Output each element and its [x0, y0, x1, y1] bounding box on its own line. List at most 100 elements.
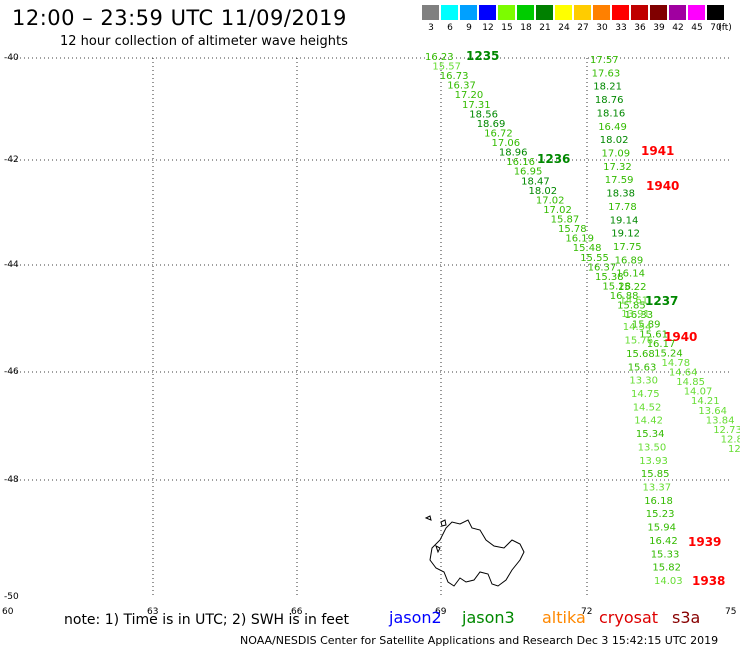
- satellite-cryosat: cryosat: [599, 608, 659, 627]
- wave-height-value: 15.78: [558, 224, 587, 235]
- wave-height-value: 13.37: [643, 483, 672, 494]
- wave-height-value: 17.09: [602, 149, 631, 160]
- wave-height-value: 12.8: [721, 434, 740, 445]
- legend-swatch-21: [536, 5, 553, 20]
- wave-height-value: 13.91: [621, 309, 650, 320]
- wave-height-value: 18.69: [477, 119, 506, 130]
- legend-swatch-6: [441, 5, 458, 20]
- island-shape: [424, 515, 525, 587]
- lon-tick-label: 72: [581, 607, 592, 617]
- legend-label-27: 27: [577, 23, 589, 33]
- altimeter-tracks: 16.2315.5716.7316.3717.2017.3118.5618.69…: [425, 49, 740, 588]
- wave-height-value: 17.75: [613, 242, 642, 253]
- legend-label-36: 36: [634, 23, 646, 33]
- wave-height-value: 17.06: [492, 138, 521, 149]
- wave-height-value: 14.75: [631, 389, 660, 400]
- wave-height-value: 13.64: [698, 406, 727, 417]
- wave-height-value: 16.37: [447, 81, 476, 92]
- legend-swatch-70: [707, 5, 724, 20]
- wave-height-value: 13.30: [629, 376, 658, 387]
- pass-time-label: 1939: [688, 535, 721, 549]
- wave-height-value: 17.57: [590, 55, 619, 66]
- satellite-jason2: jason2: [389, 608, 442, 627]
- lon-tick-label: 63: [147, 607, 158, 617]
- wave-height-value: 16.33: [625, 310, 654, 321]
- pass-time-label: 1237: [645, 294, 678, 308]
- legend-swatch-15: [498, 5, 515, 20]
- wave-height-value: 14.03: [654, 576, 683, 587]
- lon-tick-label: 60: [2, 607, 14, 617]
- wave-height-value: 16.37: [588, 262, 617, 273]
- lat-tick-label: -44: [4, 260, 19, 270]
- lon-tick-label: 75: [725, 607, 736, 617]
- wave-height-value: 13.93: [639, 456, 668, 467]
- kerguelen-island-outline: [424, 515, 525, 587]
- legend-label-42: 42: [672, 23, 684, 33]
- lat-tick-label: -40: [4, 53, 19, 63]
- legend-label-24: 24: [558, 23, 570, 33]
- wave-height-value: 12.73: [713, 425, 740, 436]
- wave-height-value: 14.54: [623, 322, 652, 333]
- footnote: note: 1) Time is in UTC; 2) SWH is in fe…: [64, 612, 350, 628]
- chart-title: 12:00 – 23:59 UTC 11/09/2019: [12, 6, 347, 30]
- legend-swatch-24: [555, 5, 572, 20]
- wave-height-value: 15.23: [646, 509, 675, 520]
- wave-height-value: 15.22: [618, 282, 647, 293]
- legend-swatch-3: [422, 5, 439, 20]
- lat-tick-label: -46: [4, 367, 19, 377]
- wave-height-value: 16.95: [514, 167, 543, 178]
- legend-swatch-42: [669, 5, 686, 20]
- legend-label-18: 18: [520, 23, 532, 33]
- wave-height-value: 15.55: [580, 253, 609, 264]
- legend-swatch-36: [631, 5, 648, 20]
- wave-height-value: 15.87: [551, 215, 580, 226]
- legend-label-39: 39: [653, 23, 665, 33]
- lon-tick-label: 66: [291, 607, 303, 617]
- wave-height-value: 17.31: [462, 100, 491, 111]
- wave-height-value: 17.63: [592, 68, 621, 79]
- lat-lon-grid: [8, 57, 731, 597]
- wave-height-value: 19.14: [610, 215, 639, 226]
- wave-height-value: 19.12: [611, 229, 640, 240]
- wave-height-value: 14.21: [691, 396, 720, 407]
- wave-height-value: 16.42: [649, 536, 678, 547]
- legend-swatch-39: [650, 5, 667, 20]
- wave-height-value: 17.02: [536, 195, 565, 206]
- wave-height-value: 14.64: [669, 368, 698, 379]
- wave-height-value: 17.20: [455, 90, 484, 101]
- wave-height-value: 18.96: [499, 148, 528, 159]
- wave-height-value: 15.61: [639, 329, 668, 340]
- chart-subtitle: 12 hour collection of altimeter wave hei…: [60, 34, 348, 49]
- wave-height-value: 15.28: [602, 282, 631, 293]
- wave-height-value: 14.78: [662, 358, 691, 369]
- wave-height-value: 18.76: [595, 95, 624, 106]
- lon-tick-label: 69: [435, 607, 447, 617]
- pass-time-label: 1941: [641, 144, 674, 158]
- wave-height-value: 16.49: [598, 122, 627, 133]
- wave-height-value: 16.19: [565, 234, 594, 245]
- wave-height-value: 18.21: [593, 82, 622, 93]
- wave-height-value: 14.85: [676, 377, 705, 388]
- wave-height-value: 15.34: [636, 429, 665, 440]
- wave-height-value: 18.47: [521, 176, 550, 187]
- satellite-s3a: s3a: [672, 608, 701, 627]
- wave-height-value: 15.68: [626, 349, 655, 360]
- wave-height-value: 14.07: [684, 387, 713, 398]
- wave-height-value: 15.38: [595, 272, 624, 283]
- wave-height-value: 17.78: [608, 202, 637, 213]
- wave-height-value: 16.18: [644, 496, 673, 507]
- legend-label-9: 9: [466, 23, 472, 33]
- wave-height-value: 16.88: [610, 291, 639, 302]
- legend-swatch-30: [593, 5, 610, 20]
- axis-labels: -40 -42 -44 -46 -48 -50 60 63 66 69 72 75: [2, 53, 736, 617]
- wave-height-value: 15.57: [432, 62, 461, 73]
- legend-swatch-45: [688, 5, 705, 20]
- wave-height-value: 18.02: [529, 186, 558, 197]
- legend-swatch-12: [479, 5, 496, 20]
- legend-label-33: 33: [615, 23, 627, 33]
- pass-time-label: 1940: [664, 330, 697, 344]
- legend-unit: (ft): [718, 23, 732, 33]
- credit-line: NOAA/NESDIS Center for Satellite Applica…: [240, 634, 719, 647]
- wave-height-value: 14.42: [634, 416, 663, 427]
